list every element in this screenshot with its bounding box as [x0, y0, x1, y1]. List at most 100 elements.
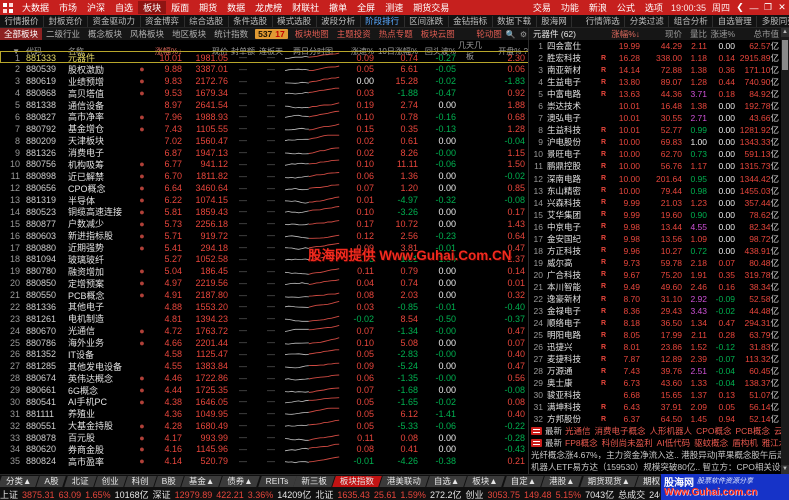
menu-item-沪深[interactable]: 沪深: [87, 3, 106, 13]
news-link[interactable]: 光通信: [565, 426, 591, 436]
stock-row[interactable]: 10 景旺电子 R 10.00 62.70 0.73 0.00 591.13亿: [529, 148, 781, 160]
cell-name[interactable]: 高市净率: [68, 112, 105, 123]
header-现价[interactable]: 现价: [212, 46, 228, 56]
table-row[interactable]: 33 880878 百元股 ● 4.17 993.99 — — 0.11 0.08 0.00 -0.2…: [0, 431, 529, 444]
cell-name[interactable]: AI手机PC: [68, 397, 108, 408]
news-link[interactable]: 人形机器人: [649, 426, 693, 436]
market-tab-北证[interactable]: 北证: [66, 476, 95, 487]
toolbar-item-封板竞价[interactable]: 封板竞价: [44, 15, 89, 27]
menu-item-版面[interactable]: 版面: [171, 3, 190, 13]
tab-风格板块[interactable]: 风格板块: [130, 29, 165, 39]
menu-item-全屏[interactable]: 全屏: [357, 3, 376, 13]
table-row[interactable]: 34 880620 券商金股 ● 4.16 1145.96 — — 0.08 0.41 0.00 -0…: [0, 443, 529, 455]
cell-name[interactable]: 兴森科技: [547, 197, 582, 208]
scrollbar[interactable]: ▲ ▼: [781, 28, 789, 474]
menu-item-市场[interactable]: 市场: [59, 3, 78, 13]
header-▼[interactable]: ▼: [12, 46, 20, 56]
table-row[interactable]: 5 881338 通信设备 8.97 2641.54 — — 0.19 2.74 0.00 1.88: [0, 99, 529, 111]
cell-name[interactable]: 深南电路: [547, 173, 582, 184]
cell-name[interactable]: 户数减少: [68, 219, 105, 230]
cell-name[interactable]: 融资增加: [68, 266, 105, 277]
tab-板块地图[interactable]: 板块地图: [294, 29, 329, 39]
cell-name[interactable]: 英伟达概念: [68, 373, 114, 384]
header-名称[interactable]: 名称: [68, 46, 84, 56]
table-row[interactable]: 6 880827 高市净率 ● 7.96 1988.93 — — 0.10 0.78 -0.16 0.…: [0, 110, 529, 122]
cell-name[interactable]: 景旺电子: [547, 149, 582, 160]
table-row[interactable]: 18 881094 玻璃玻纤 5.27 1052.58 — — -0.03 -1.81 -1.04…: [0, 253, 529, 265]
toolbar-item-阶段排行[interactable]: 阶段排行: [361, 15, 405, 27]
table-row[interactable]: 23 881261 电机制造 4.81 1394.23 — — -0.02 8.54 -0.50 -…: [0, 312, 529, 325]
cell-name[interactable]: 高市盈率: [68, 456, 105, 467]
market-tab-板块指数[interactable]: 板块指数: [334, 476, 380, 487]
stock-row[interactable]: 32 方邦股份 R 6.37 64.50 1.45 0.94 52.14亿: [529, 413, 781, 425]
cell-name[interactable]: 半导体: [68, 195, 96, 206]
col-change-pct[interactable]: 涨幅%↓: [611, 29, 640, 39]
cell-name[interactable]: 中富电路: [547, 89, 582, 100]
cell-name[interactable]: 养殖业: [68, 409, 96, 420]
news-link[interactable]: 雅江水电概念: [761, 438, 781, 448]
table-row[interactable]: 24 880670 光通信 ● 4.72 1763.72 — — 0.07 -1.34 -0.00 0…: [0, 324, 529, 336]
stock-row[interactable]: 22 逸豪新材 R 8.70 31.10 2.92 -0.09 52.58亿: [529, 293, 781, 305]
stock-row[interactable]: 2 胜宏科技 R 16.28 338.00 1.18 0.14 2915.89亿: [529, 52, 781, 64]
header-连板天[interactable]: 连板天: [259, 46, 283, 56]
tab-地区板块[interactable]: 地区板块: [172, 29, 207, 39]
header-涨速%[interactable]: 涨速%: [350, 46, 374, 56]
stock-row[interactable]: 5 中富电路 R 13.63 44.36 3.71 0.18 84.92亿: [529, 88, 781, 100]
table-row[interactable]: 31 881111 养殖业 4.36 1049.95 — — 0.05 6.12 -1.41 0.4…: [0, 407, 529, 419]
cell-name[interactable]: 金安国纪: [547, 233, 582, 244]
cell-name[interactable]: 沪电股份: [547, 137, 582, 148]
table-row[interactable]: 7 880792 基金增仓 ● 7.43 1105.55 — — 0.15 0.35 -0.13 1.…: [0, 122, 529, 135]
stock-row[interactable]: 11 鹏鼎控股 R 10.00 56.76 1.17 0.00 1315.73亿: [529, 160, 781, 172]
ticker-line[interactable]: 机器人ETF易方达（159530）规模突破80亿.. 智立方：CPO相关设备销售…: [531, 462, 781, 472]
market-tab-创业[interactable]: 创业: [96, 476, 125, 487]
tab-统计指数[interactable]: 统计指数: [214, 29, 249, 39]
market-tab-B股[interactable]: B股: [156, 476, 182, 487]
panel-title[interactable]: 元器件 (62): [533, 29, 576, 39]
toolbar-item-模式选股[interactable]: 模式选股: [273, 15, 317, 27]
scroll-up-icon[interactable]: ▲: [781, 28, 789, 37]
stock-row[interactable]: 23 金禄电子 R 8.36 29.43 3.43 -0.02 44.48亿: [529, 305, 781, 317]
table-row[interactable]: 12 880656 CPO概念 ● 6.64 3460.64 — — 0.07 1.20 0.00 0…: [0, 182, 529, 194]
table-row[interactable]: 21 880550 PCB概念 ● 4.91 2187.80 — — 0.08 2.03 0.00 0…: [0, 289, 529, 301]
table-row[interactable]: 9 881326 消费电子 6.87 1947.13 — — 0.02 8.26 -0.00 1.1…: [0, 146, 529, 158]
table-row[interactable]: 32 880551 大基金持股 ● 4.28 1680.49 — — 0.05 -5.33 -0.0…: [0, 419, 529, 431]
cell-name[interactable]: 海外业务: [68, 338, 105, 348]
toolbar-item-股海网[interactable]: 股海网: [537, 15, 573, 27]
cell-name[interactable]: 奥士康: [547, 378, 573, 389]
market-tab-基金[interactable]: 基金▲: [183, 476, 220, 487]
table-row[interactable]: 29 880661 6G概念 ● 4.44 1725.35 — — 0.07 -1.68 0.00 -…: [0, 384, 529, 396]
stock-row[interactable]: 4 生益电子 R 13.80 89.07 1.28 0.44 740.90亿: [529, 76, 781, 88]
cell-name[interactable]: PCB概念: [68, 290, 105, 301]
market-tab-A股[interactable]: A股: [38, 476, 64, 487]
cell-name[interactable]: 大基金持股: [68, 421, 114, 432]
tab-概念板块[interactable]: 概念板块: [88, 29, 123, 39]
cell-name[interactable]: 基金增仓: [68, 124, 105, 135]
scroll-down-icon[interactable]: ▼: [781, 465, 789, 474]
market-tab-债券[interactable]: 债券▲: [221, 476, 258, 487]
menu-item-测速[interactable]: 测速: [385, 3, 404, 13]
cell-name[interactable]: 顺络电子: [547, 318, 582, 329]
table-row[interactable]: 20 880850 定增预案 ● 4.97 2219.56 — — 0.04 0.74 0.00 0.…: [0, 277, 529, 289]
news-link[interactable]: 消费电子概念: [594, 426, 646, 436]
header-开盘% ?[interactable]: 开盘% ?: [498, 46, 528, 56]
stock-row[interactable]: 7 澳弘电子 10.01 30.55 2.71 0.00 43.66亿: [529, 112, 781, 124]
stock-row[interactable]: 29 奥士康 R 6.73 43.60 1.33 -0.04 138.37亿: [529, 377, 781, 389]
rotation-map-link[interactable]: 轮动图: [476, 29, 502, 39]
table-row[interactable]: 30 880541 AI手机PC ● 4.38 1646.05 — — 0.05 -1.65 -0.…: [0, 395, 529, 408]
cell-name[interactable]: 东山精密: [547, 185, 582, 196]
news-link[interactable]: PCB概念: [735, 426, 770, 436]
menu-item-财联社[interactable]: 财联社: [292, 3, 320, 13]
menu-item-期货[interactable]: 期货: [199, 3, 218, 13]
news-link[interactable]: 云计算: [773, 426, 781, 436]
header-10日涨幅%[interactable]: 10日涨幅%: [377, 46, 418, 56]
stock-row[interactable]: 18 方正科技 R 9.96 10.27 0.72 0.00 438.91亿: [529, 245, 781, 257]
header-几天几板[interactable]: 几天几板: [458, 41, 482, 61]
cell-name[interactable]: 电机制造: [68, 314, 105, 325]
news-link[interactable]: 驱蚊概念: [694, 438, 729, 448]
tab-主题投资[interactable]: 主题投资: [336, 29, 371, 39]
menu-item-龙虎榜[interactable]: 龙虎榜: [255, 3, 283, 13]
cell-name[interactable]: IT设备: [68, 349, 94, 360]
ticker-line[interactable]: 光纤概念涨4.67%，主力资金净流入这.. 港股异动|苹果概念股午后走高 四季度…: [531, 450, 781, 460]
market-tab-REITs[interactable]: REITs: [260, 476, 295, 487]
cell-name[interactable]: 定增预案: [68, 278, 105, 289]
